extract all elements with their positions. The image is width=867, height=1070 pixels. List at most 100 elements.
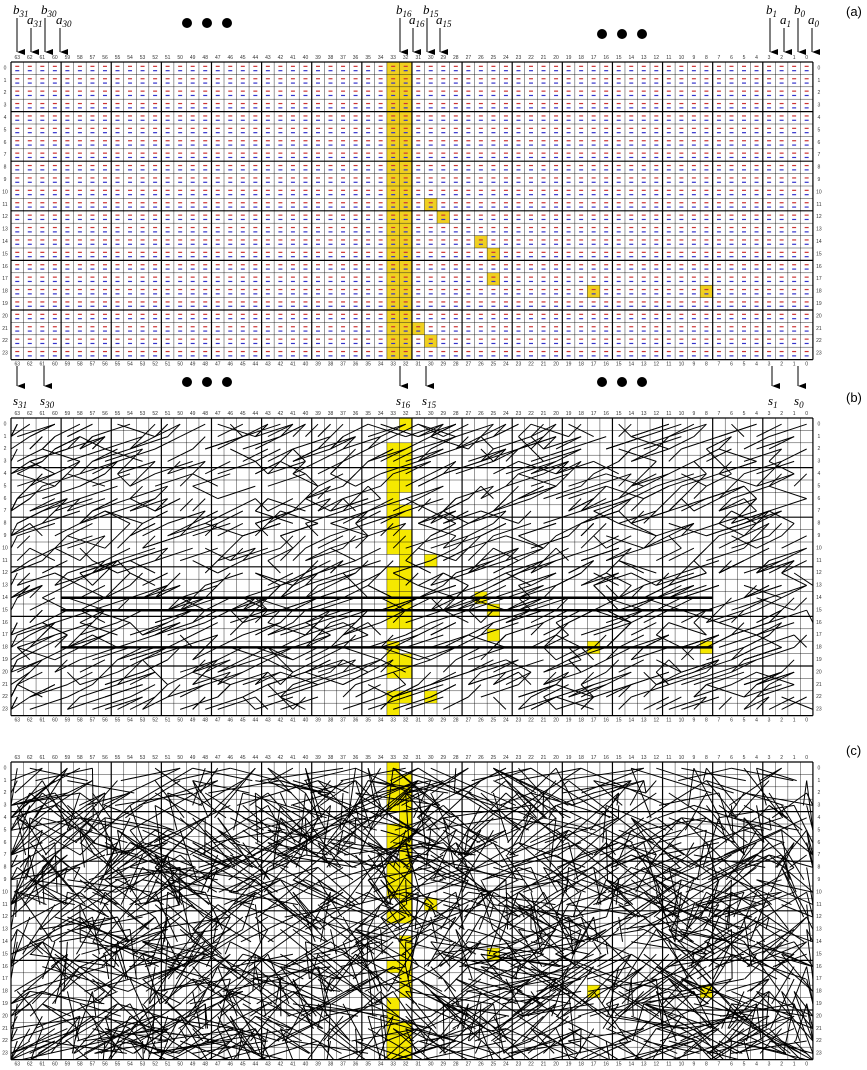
column-label: 51	[165, 55, 171, 61]
column-label: 26	[478, 362, 484, 368]
column-label: 42	[278, 411, 284, 417]
row-label: 17	[2, 632, 8, 638]
column-label: 47	[215, 718, 221, 724]
column-label: 23	[516, 718, 522, 724]
column-label: 46	[227, 718, 233, 724]
column-label: 13	[641, 718, 647, 724]
column-label: 17	[591, 362, 597, 368]
column-label: 55	[115, 362, 121, 368]
column-label: 52	[152, 411, 158, 417]
column-label: 34	[378, 411, 384, 417]
highlight-cell	[399, 285, 412, 297]
row-label: 1	[818, 78, 821, 84]
highlight-cell	[399, 616, 412, 628]
row-label: 0	[818, 421, 821, 427]
column-label: 44	[253, 411, 259, 417]
column-label: 27	[466, 362, 472, 368]
column-label: 33	[390, 718, 396, 724]
column-label: 23	[516, 55, 522, 61]
column-label: 48	[202, 411, 208, 417]
column-label: 6	[730, 718, 733, 724]
column-label: 41	[290, 411, 296, 417]
column-label: 7	[718, 55, 721, 61]
highlight-cell	[399, 136, 412, 148]
column-label: 10	[679, 362, 685, 368]
column-label: 37	[340, 362, 346, 368]
column-label: 4	[755, 55, 758, 61]
column-label: 53	[140, 411, 146, 417]
column-label: 28	[453, 55, 459, 61]
grid-panel: 6363626261616060595958585757565655555454…	[2, 55, 822, 368]
row-label: 20	[816, 313, 822, 319]
highlight-cell	[387, 298, 400, 310]
column-label: 7	[718, 718, 721, 724]
column-label: 0	[805, 362, 808, 368]
column-label: 50	[177, 411, 183, 417]
row-label: 16	[2, 620, 8, 626]
column-label: 56	[102, 362, 108, 368]
row-label: 16	[816, 264, 822, 270]
column-label: 2	[780, 411, 783, 417]
row-label: 13	[2, 227, 8, 233]
column-label: 20	[553, 718, 559, 724]
row-label: 2	[818, 446, 821, 452]
row-label: 8	[4, 165, 7, 171]
column-label: 32	[403, 718, 409, 724]
row-label: 11	[816, 558, 821, 564]
column-label: 42	[278, 718, 284, 724]
column-label: 53	[140, 362, 146, 368]
row-label: 6	[818, 140, 821, 146]
column-label: 3	[768, 362, 771, 368]
column-label: 18	[578, 55, 584, 61]
column-label: 52	[152, 362, 158, 368]
highlight-cell	[399, 62, 412, 74]
column-label: 5	[743, 55, 746, 61]
column-label: 57	[90, 55, 96, 61]
column-label: 23	[516, 362, 522, 368]
column-label: 21	[541, 362, 547, 368]
column-label: 9	[692, 411, 695, 417]
column-label: 58	[77, 362, 83, 368]
highlight-cell	[437, 211, 450, 223]
column-label: 60	[52, 55, 58, 61]
column-label: 17	[591, 718, 597, 724]
highlight-cell	[399, 223, 412, 235]
column-label: 13	[641, 362, 647, 368]
column-label: 28	[453, 362, 459, 368]
column-label: 25	[491, 411, 497, 417]
column-label: 55	[115, 411, 121, 417]
highlight-cell	[399, 335, 412, 347]
row-label: 18	[816, 645, 822, 651]
column-label: 6	[730, 362, 733, 368]
column-label: 2	[780, 362, 783, 368]
highlight-cell	[387, 248, 400, 260]
column-label: 23	[516, 411, 522, 417]
column-label: 20	[553, 55, 559, 61]
highlight-cell	[387, 198, 400, 210]
row-label: 22	[816, 694, 822, 700]
row-label: 21	[816, 682, 822, 688]
column-label: 52	[152, 55, 158, 61]
row-label: 15	[816, 251, 822, 257]
column-label: 39	[315, 411, 321, 417]
highlight-cell	[399, 298, 412, 310]
row-label: 19	[816, 301, 822, 307]
row-label: 4	[4, 471, 7, 477]
row-label: 10	[816, 545, 822, 551]
column-label: 31	[415, 718, 421, 724]
column-label: 57	[90, 362, 96, 368]
column-label: 8	[705, 55, 708, 61]
highlight-cell	[387, 335, 400, 347]
highlight-cell	[475, 236, 488, 248]
column-label: 25	[491, 718, 497, 724]
row-label: 20	[2, 669, 8, 675]
column-label: 3	[768, 411, 771, 417]
row-label: 15	[816, 607, 822, 613]
column-label: 32	[403, 362, 409, 368]
column-label: 9	[692, 362, 695, 368]
row-label: 5	[4, 127, 7, 133]
column-label: 16	[603, 718, 609, 724]
column-label: 59	[65, 55, 71, 61]
column-label: 25	[491, 362, 497, 368]
column-label: 29	[441, 55, 447, 61]
